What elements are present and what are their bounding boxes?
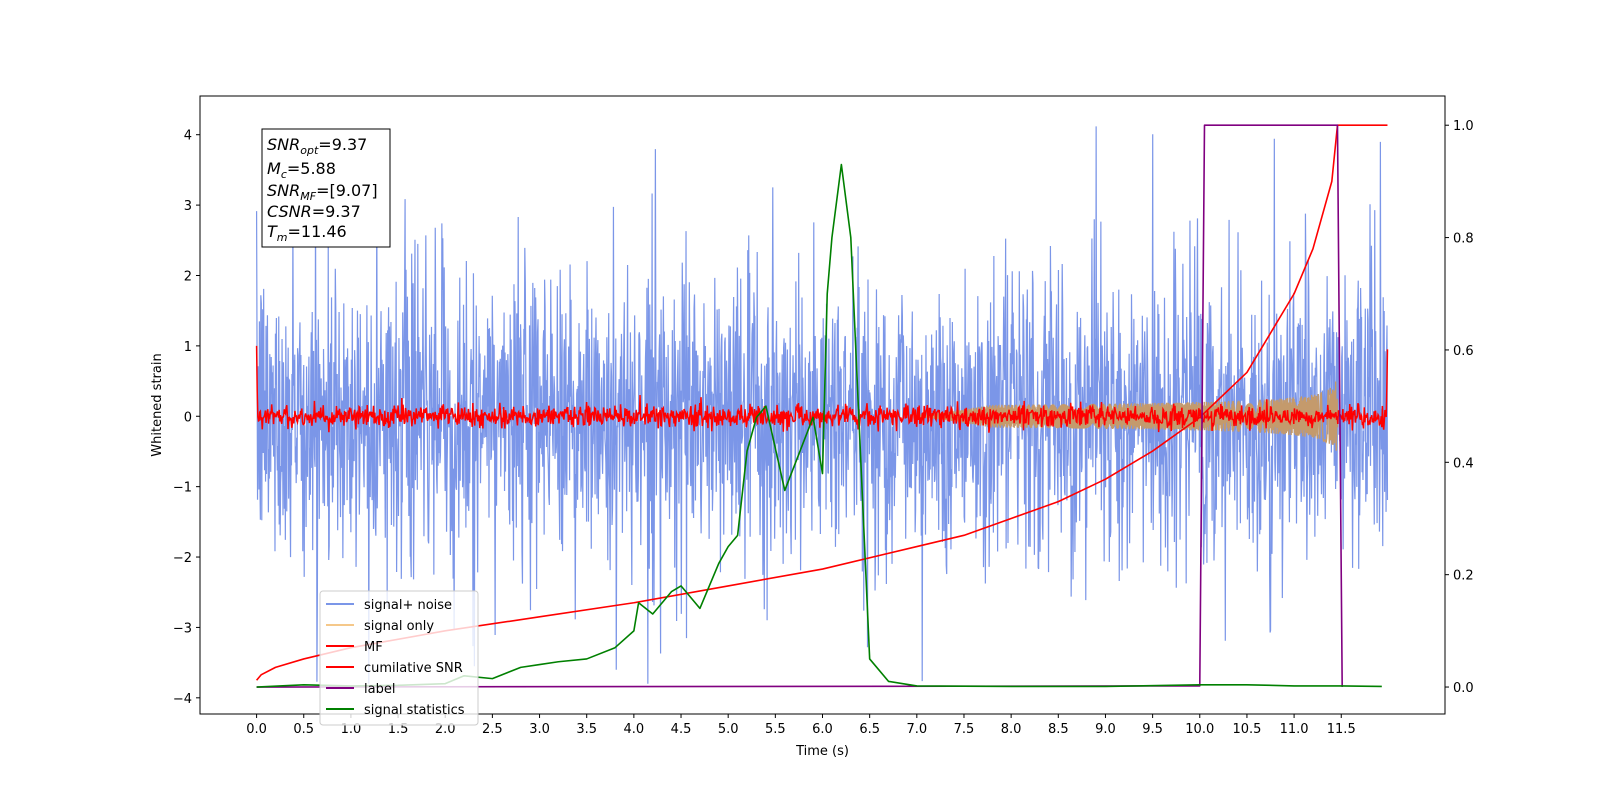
x-tick-label: 6.0 [812, 722, 833, 737]
series-mf [255, 345, 1389, 433]
y-right-tick-label: 0.6 [1453, 344, 1474, 359]
y-axis-title: Whitened strain [150, 353, 165, 456]
y-left-tick-label: −2 [173, 551, 192, 566]
x-tick-label: 5.0 [718, 722, 739, 737]
y-axis-right: 0.0 0.2 0.4 0.6 0.8 1.0 [1445, 119, 1474, 696]
annotation-snr-opt: SNRopt=9.37 [267, 135, 367, 157]
x-axis-title: Time (s) [795, 744, 849, 759]
y-axis-left: −4 −3 −2 −1 0 1 2 3 4 [173, 129, 200, 707]
y-left-tick-label: 4 [184, 129, 192, 144]
y-left-tick-label: 0 [184, 410, 192, 425]
x-tick-label: 0.5 [293, 722, 314, 737]
legend-label-signal-statistics: signal statistics [364, 703, 465, 718]
series-label [256, 124, 1343, 688]
x-tick-label: 4.0 [624, 722, 645, 737]
y-left-tick-label: 1 [184, 340, 192, 355]
y-right-tick-label: 0.4 [1453, 456, 1474, 471]
x-tick-label: 10.0 [1185, 722, 1214, 737]
legend-label-label: label [364, 682, 395, 697]
legend-label-cumilative-snr: cumilative SNR [364, 661, 463, 676]
x-tick-label: 2.5 [482, 722, 503, 737]
legend-frame [319, 590, 479, 726]
x-tick-label: 3.0 [529, 722, 550, 737]
legend-label-mf: MF [364, 640, 383, 655]
annotation-mc: Mc=5.88 [267, 159, 336, 181]
x-axis: 0.0 0.5 1.0 1.5 2.0 2.5 3.0 3.5 4.0 4.5 5.0 5.5 6.0 6… [246, 714, 1356, 737]
legend: signal+ noise signal only MF cumilative SNR… [319, 590, 479, 726]
x-tick-label: 7.0 [906, 722, 927, 737]
x-tick-label: 0.0 [246, 722, 267, 737]
x-tick-label: 8.0 [1001, 722, 1022, 737]
y-right-tick-label: 0.2 [1453, 569, 1474, 584]
y-right-tick-label: 0.0 [1453, 681, 1474, 696]
annotation-snr-mf: SNRMF=[9.07] [267, 181, 378, 203]
x-tick-label: 9.0 [1095, 722, 1116, 737]
x-tick-label: 7.5 [954, 722, 975, 737]
x-tick-label: 10.5 [1232, 722, 1261, 737]
series-signal-plus-noise [255, 126, 1389, 684]
y-left-tick-label: 2 [184, 269, 192, 284]
legend-label-signal-only: signal only [364, 619, 434, 634]
x-tick-label: 8.5 [1048, 722, 1069, 737]
x-tick-label: 11.0 [1280, 722, 1309, 737]
annotation-tm: Tm=11.46 [267, 222, 347, 244]
x-tick-label: 3.5 [576, 722, 597, 737]
y-left-tick-label: −4 [173, 692, 192, 707]
x-tick-label: 5.5 [765, 722, 786, 737]
annotation-csnr: CSNR=9.37 [267, 202, 361, 221]
x-tick-label: 4.5 [671, 722, 692, 737]
x-tick-label: 6.5 [859, 722, 880, 737]
series-signal-statistics [256, 163, 1382, 688]
metrics-annotation-box: SNRopt=9.37 Mc=5.88 SNRMF=[9.07] CSNR=9.… [261, 128, 391, 248]
y-right-tick-label: 0.8 [1453, 232, 1474, 247]
legend-label-signal-noise: signal+ noise [364, 598, 452, 613]
annotation-frame [261, 128, 391, 248]
x-tick-label: 9.5 [1142, 722, 1163, 737]
y-left-tick-label: 3 [184, 199, 192, 214]
y-left-tick-label: −3 [173, 621, 192, 636]
y-left-tick-label: −1 [173, 481, 192, 496]
x-tick-label: 1.0 [341, 722, 362, 737]
y-right-tick-label: 1.0 [1453, 119, 1474, 134]
x-tick-label: 11.5 [1327, 722, 1356, 737]
x-tick-label: 1.5 [388, 722, 409, 737]
x-tick-label: 2.0 [435, 722, 456, 737]
